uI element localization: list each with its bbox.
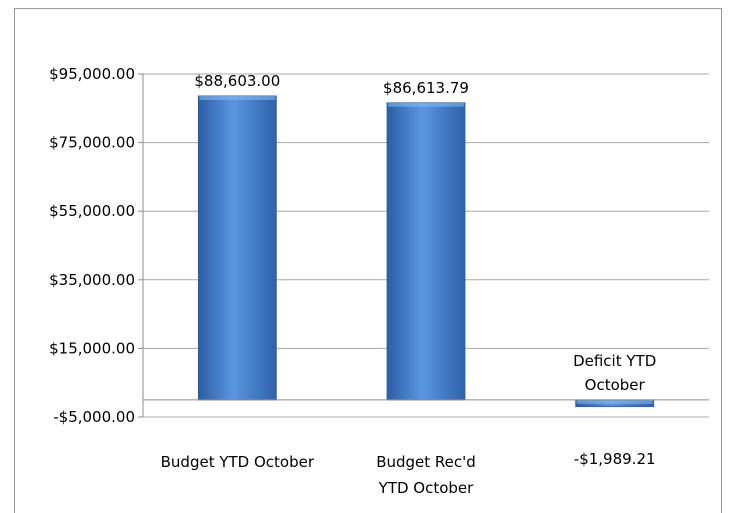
y-tick-label: -$5,000.00 xyxy=(53,408,135,426)
data-label: $88,603.00 xyxy=(194,72,280,90)
y-tick-label: $75,000.00 xyxy=(49,134,135,152)
bar-highlight xyxy=(576,399,653,404)
category-label: Deficit YTD xyxy=(573,352,656,370)
category-label: YTD October xyxy=(378,479,475,497)
data-label: -$1,989.21 xyxy=(574,450,656,468)
y-tick-label: $95,000.00 xyxy=(49,65,135,83)
y-tick-label: $55,000.00 xyxy=(49,202,135,220)
data-label: $86,613.79 xyxy=(383,79,469,97)
bar-highlight xyxy=(199,95,276,100)
category-label: Budget Rec'd xyxy=(376,453,476,471)
bar-highlight xyxy=(388,102,464,107)
chart-frame: $95,000.00 $75,000.00 $55,000.00 $35,000.00… xyxy=(14,8,722,513)
category-label: Budget YTD October xyxy=(161,453,315,471)
category-label: October xyxy=(585,376,646,394)
bar-chart: $95,000.00 $75,000.00 $55,000.00 $35,000.00… xyxy=(49,65,709,497)
bar[interactable] xyxy=(197,95,277,401)
y-tick-label: $35,000.00 xyxy=(49,271,135,289)
bar[interactable] xyxy=(386,102,466,401)
y-tick-label: $15,000.00 xyxy=(49,339,135,357)
